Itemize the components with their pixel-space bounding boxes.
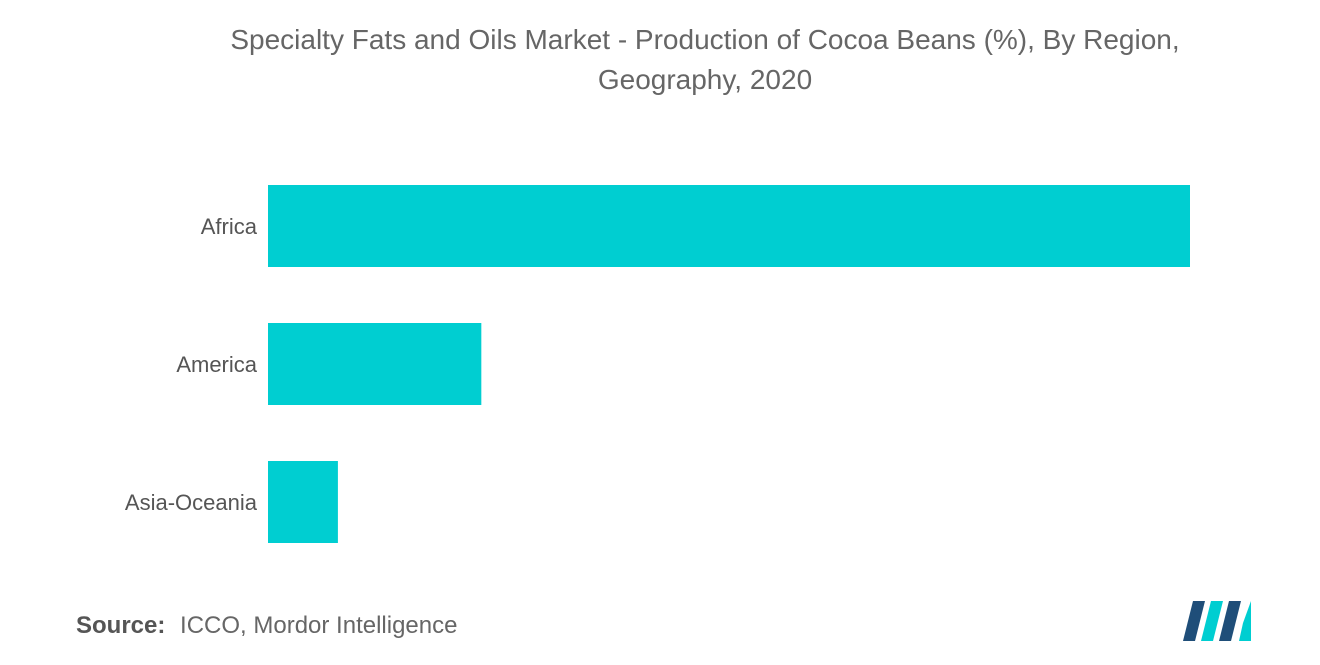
chart-title-line-2: Geography, 2020 — [597, 64, 813, 95]
source-text: ICCO, Mordor Intelligence — [180, 612, 458, 639]
category-label-america: America — [176, 352, 257, 377]
source-label: Source: — [76, 612, 166, 639]
bar-asia-oceania — [268, 461, 338, 543]
mordor-intelligence-logo-icon — [1183, 601, 1251, 641]
bar-america — [268, 323, 482, 405]
chart-title-line-1: Specialty Fats and Oils Market - Product… — [230, 24, 1180, 55]
chart-title: Specialty Fats and Oils Market - Product… — [100, 20, 1310, 100]
bar-africa — [268, 185, 1190, 267]
bar-chart: Africa America Asia-Oceania — [125, 185, 1190, 543]
category-label-asia-oceania: Asia-Oceania — [125, 490, 258, 515]
source-note: Source: ICCO, Mordor Intelligence — [76, 612, 457, 640]
category-label-africa: Africa — [201, 214, 258, 239]
